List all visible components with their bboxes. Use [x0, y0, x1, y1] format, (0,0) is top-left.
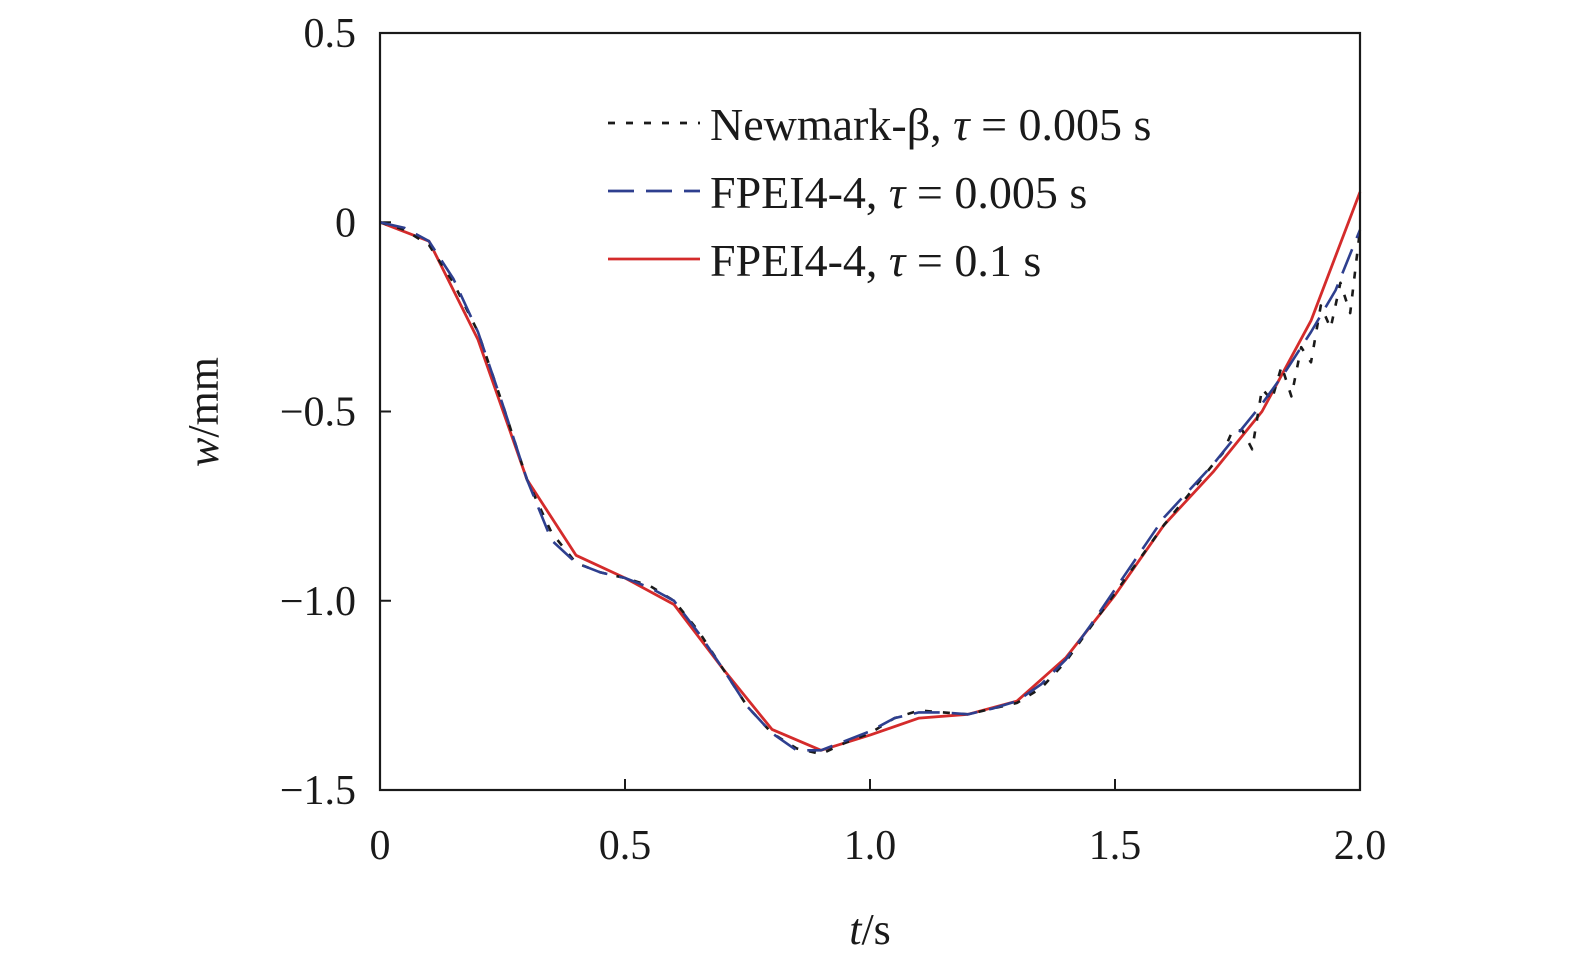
legend-label-step: = 0.005 s [970, 99, 1152, 150]
legend-label-step: = 0.005 s [905, 167, 1087, 218]
x-tick-label: 0.5 [599, 823, 652, 869]
y-axis-unit: /mm [179, 357, 228, 438]
y-tick-label: 0 [335, 200, 356, 246]
y-tick-label: 0.5 [304, 11, 357, 57]
legend-label-method: FPEI4-4, [710, 167, 889, 218]
tick-labels: 0 0.5 1.0 1.5 2.0 0.5 0 −0.5 −1.0 −1.5 [280, 11, 1386, 869]
y-axis-label: w/mm [179, 357, 228, 467]
x-axis-variable: t [849, 905, 863, 954]
legend-label-2: FPEI4-4, τ = 0.005 s [710, 167, 1087, 218]
y-tick-label: −0.5 [280, 390, 356, 436]
legend-label-1: Newmark-β, τ = 0.005 s [710, 99, 1151, 150]
legend-label-tau: τ [889, 167, 907, 218]
x-tick-label: 0 [370, 823, 391, 869]
legend-label-3: FPEI4-4, τ = 0.1 s [710, 235, 1041, 286]
series-line-2 [379, 221, 1362, 752]
x-tick-label: 1.5 [1089, 823, 1142, 869]
series-line-1 [379, 221, 1362, 756]
legend-label-method: FPEI4-4, [710, 235, 889, 286]
y-axis-variable: w [179, 437, 228, 467]
legend-label-tau: τ [889, 235, 907, 286]
plot-frame [378, 31, 1362, 792]
y-tick-label: −1.0 [280, 579, 356, 625]
x-tick-label: 2.0 [1334, 823, 1387, 869]
x-axis-label: t/s [849, 905, 891, 954]
series-layer [379, 191, 1362, 756]
series-line-3 [379, 191, 1362, 752]
x-axis-unit: /s [861, 905, 890, 954]
x-tick-label: 1.0 [844, 823, 897, 869]
y-tick-label: −1.5 [280, 768, 356, 814]
legend-label-tau: τ [953, 99, 971, 150]
legend-label-step: = 0.1 s [905, 235, 1041, 286]
legend-label-method: Newmark-β, [710, 99, 953, 150]
